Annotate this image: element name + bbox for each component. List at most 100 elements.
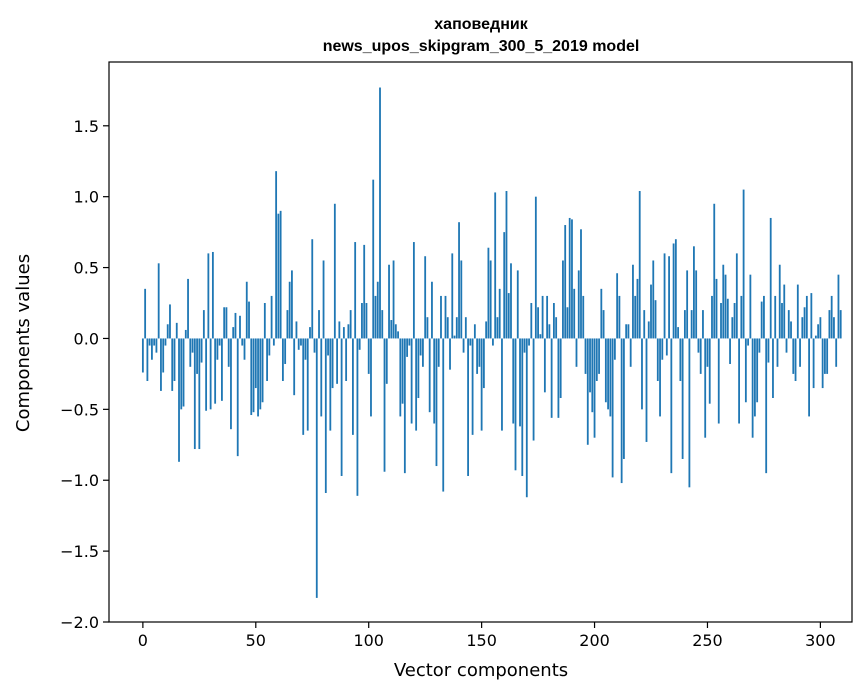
- bar: [525, 338, 528, 498]
- bar: [175, 322, 178, 339]
- bar: [480, 338, 483, 431]
- bar: [706, 338, 709, 367]
- bar: [446, 317, 449, 339]
- bar: [214, 338, 217, 404]
- bar: [381, 310, 384, 339]
- bar: [735, 253, 738, 339]
- bar: [674, 239, 677, 339]
- bar: [160, 338, 162, 391]
- bar: [345, 338, 348, 381]
- bar: [467, 338, 469, 476]
- bar: [141, 338, 144, 373]
- bar: [582, 295, 585, 339]
- bar: [263, 303, 266, 339]
- bar: [785, 338, 788, 353]
- bar: [828, 310, 831, 339]
- bar: [173, 338, 176, 381]
- bar: [564, 225, 567, 339]
- x-tick-label: 250: [692, 631, 723, 650]
- bar: [403, 338, 406, 474]
- bar: [232, 327, 235, 339]
- bar: [744, 338, 747, 403]
- bar: [693, 246, 695, 339]
- bar: [485, 321, 488, 339]
- bar: [313, 338, 316, 353]
- bar: [516, 270, 519, 339]
- bar: [543, 338, 546, 393]
- bar: [295, 321, 298, 339]
- bar: [440, 295, 442, 339]
- bar: [225, 307, 228, 339]
- bar: [677, 327, 680, 339]
- bar: [419, 338, 422, 356]
- y-tick-label: −1.0: [60, 471, 99, 490]
- bar: [505, 191, 508, 339]
- y-tick-label: −2.0: [60, 613, 99, 632]
- bar: [742, 189, 745, 339]
- bar: [571, 219, 573, 339]
- bar: [239, 315, 241, 339]
- bar: [559, 338, 562, 398]
- bar: [688, 338, 691, 488]
- bar: [501, 338, 503, 431]
- bar: [338, 321, 341, 339]
- bar: [568, 217, 571, 339]
- bar: [663, 253, 666, 339]
- bar: [162, 338, 165, 373]
- bar: [776, 338, 779, 367]
- bar: [726, 298, 729, 339]
- bar: [539, 334, 542, 339]
- bar: [704, 338, 707, 438]
- bar: [602, 310, 605, 339]
- bar: [654, 300, 657, 339]
- bar: [810, 293, 813, 339]
- bar: [611, 338, 614, 478]
- bar: [577, 270, 580, 339]
- bar: [169, 304, 171, 339]
- bar: [528, 338, 530, 346]
- bar: [598, 338, 600, 374]
- bar: [385, 338, 388, 384]
- bar: [311, 239, 314, 339]
- bar: [455, 317, 458, 339]
- bar: [589, 338, 591, 393]
- bar: [191, 338, 194, 353]
- bar: [747, 338, 750, 346]
- y-axis-ticks: −2.0 −1.5 −1.0 −0.5 0.0 0.5 1.0 1.5: [60, 117, 109, 632]
- bar: [550, 338, 553, 418]
- bar: [189, 338, 192, 367]
- bar: [697, 338, 700, 353]
- bar: [193, 338, 196, 450]
- bar: [487, 247, 490, 339]
- bar: [444, 295, 447, 339]
- bar: [659, 338, 661, 417]
- bar: [437, 338, 440, 367]
- y-tick-label: 0.0: [74, 329, 99, 348]
- bar: [613, 338, 616, 360]
- y-tick-label: 1.5: [74, 117, 99, 136]
- bar: [306, 338, 309, 431]
- bar: [284, 338, 287, 364]
- bar: [532, 338, 535, 441]
- bar: [397, 331, 399, 339]
- bar: [471, 338, 474, 435]
- bar: [340, 338, 343, 476]
- bar: [241, 338, 244, 346]
- bar: [609, 338, 612, 417]
- bar: [270, 295, 273, 339]
- bar: [729, 338, 731, 364]
- bar: [462, 338, 465, 353]
- bar: [812, 338, 815, 389]
- bar: [216, 338, 219, 360]
- bar: [469, 338, 472, 346]
- bar: [595, 338, 598, 381]
- bar: [507, 293, 510, 339]
- bar: [322, 260, 325, 339]
- bar: [230, 338, 232, 430]
- bar: [227, 338, 230, 367]
- bar: [293, 338, 296, 396]
- y-tick-label: 0.5: [74, 259, 99, 278]
- bar: [638, 191, 641, 339]
- bar: [207, 253, 210, 339]
- bar: [358, 338, 361, 350]
